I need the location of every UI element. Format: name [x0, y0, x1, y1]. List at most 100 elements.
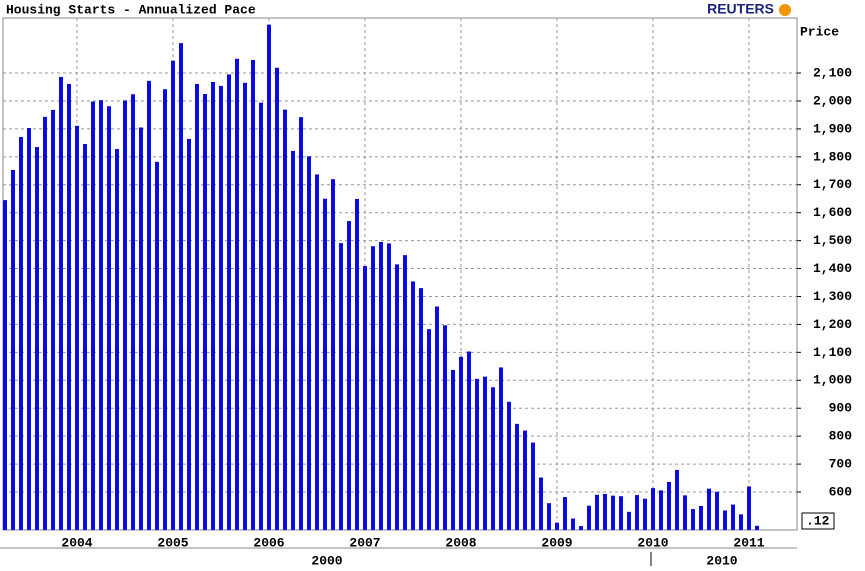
- bar: [683, 495, 687, 530]
- bar: [435, 306, 439, 530]
- bar: [555, 522, 559, 530]
- bar: [227, 74, 231, 531]
- bar: [483, 376, 487, 530]
- bar: [627, 511, 631, 530]
- bar: [43, 116, 47, 530]
- bar: [691, 509, 695, 530]
- bar: [267, 24, 271, 530]
- bar: [11, 169, 15, 530]
- y-tick-label: 1,300: [813, 289, 852, 304]
- bar: [499, 367, 503, 530]
- current-value-label: .12: [806, 513, 830, 528]
- y-tick-label: 1,600: [813, 205, 852, 220]
- y-tick-label: 1,700: [813, 177, 852, 192]
- bar: [195, 83, 199, 530]
- y-tick-label: 2,100: [813, 65, 852, 80]
- bar: [467, 351, 471, 530]
- bar: [235, 58, 239, 530]
- bar: [547, 503, 551, 530]
- bar: [283, 109, 287, 531]
- bar: [99, 100, 103, 530]
- bar: [339, 243, 343, 530]
- bar: [611, 495, 615, 530]
- y-tick-label: 2,000: [813, 93, 852, 108]
- bar: [315, 174, 319, 530]
- bar: [579, 526, 583, 530]
- y-tick-label: 700: [829, 457, 853, 472]
- bar: [379, 242, 383, 530]
- bar: [395, 264, 399, 530]
- bar: [163, 89, 167, 531]
- bar: [491, 387, 495, 530]
- bar: [19, 136, 23, 530]
- bar: [531, 442, 535, 530]
- bar: [747, 486, 751, 530]
- y-tick-label: 1,400: [813, 261, 852, 276]
- y-axis-label: Price: [800, 24, 839, 39]
- bar: [603, 493, 607, 530]
- bar: [355, 199, 359, 530]
- bar: [67, 83, 71, 530]
- bar: [427, 329, 431, 530]
- bar: [51, 109, 55, 531]
- brand: REUTERS: [707, 1, 774, 17]
- bar: [675, 469, 679, 530]
- bar: [307, 156, 311, 530]
- bar: [299, 117, 303, 530]
- brand-logo: [779, 4, 791, 16]
- bar: [707, 488, 711, 530]
- bar: [587, 505, 591, 530]
- bar: [635, 495, 639, 530]
- bar: [59, 76, 63, 531]
- bar: [371, 246, 375, 530]
- bar: [507, 401, 511, 530]
- y-tick-label: 600: [829, 484, 853, 499]
- chart-title: Housing Starts - Annualized Pace: [6, 2, 256, 17]
- y-tick-label: 900: [829, 401, 853, 416]
- bar: [27, 128, 31, 530]
- x-tick-label: 2011: [733, 535, 764, 550]
- bar: [259, 102, 263, 531]
- bar: [171, 60, 175, 530]
- bar: [595, 494, 599, 530]
- x-tick-label: 2010: [637, 535, 668, 550]
- bar: [475, 378, 479, 530]
- x-tick-label: 2006: [253, 535, 284, 550]
- bar: [363, 266, 367, 530]
- bar: [251, 59, 255, 530]
- bar: [131, 94, 135, 531]
- bar: [275, 67, 279, 531]
- bar: [715, 491, 719, 530]
- y-tick-label: 1,000: [813, 373, 852, 388]
- current-value-box: [801, 512, 835, 530]
- bar: [347, 221, 351, 531]
- bar: [659, 490, 663, 530]
- bar: [35, 147, 39, 530]
- bar: [419, 288, 423, 530]
- bar: [107, 106, 111, 530]
- bar: [699, 505, 703, 530]
- bar: [651, 488, 655, 530]
- bar: [619, 496, 623, 530]
- bar: [83, 143, 87, 530]
- bar: [179, 43, 183, 531]
- x-tick-label: 2009: [541, 535, 572, 550]
- x-tick-label: 2005: [157, 535, 188, 550]
- y-tick-label: 1,200: [813, 317, 852, 332]
- y-tick-label: 1,800: [813, 149, 852, 164]
- y-tick-label: 1,100: [813, 345, 852, 360]
- y-tick-label: 800: [829, 429, 853, 444]
- bar: [387, 243, 391, 531]
- bar: [523, 430, 527, 530]
- x-tick-label: 2004: [61, 535, 92, 550]
- bar: [155, 161, 159, 530]
- bar: [219, 85, 223, 530]
- bar: [123, 100, 127, 530]
- bar: [211, 81, 215, 530]
- bar: [571, 518, 575, 530]
- bar: [91, 101, 95, 530]
- bar: [443, 325, 447, 530]
- bar: [323, 198, 327, 530]
